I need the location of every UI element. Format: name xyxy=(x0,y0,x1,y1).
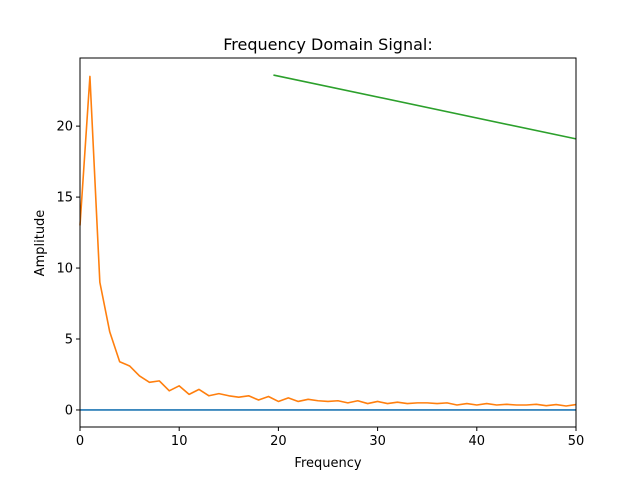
x-tick-label: 40 xyxy=(469,434,486,449)
y-tick-label: 5 xyxy=(65,333,73,348)
y-tick-label: 0 xyxy=(65,403,73,418)
x-axis-label: Frequency xyxy=(294,456,361,471)
chart-title: Frequency Domain Signal: xyxy=(223,35,432,54)
y-axis-label: Amplitude xyxy=(33,210,48,277)
x-tick-label: 0 xyxy=(76,434,84,449)
y-tick-label: 15 xyxy=(56,191,73,206)
y-tick-label: 10 xyxy=(56,262,73,277)
x-tick-label: 30 xyxy=(369,434,386,449)
x-tick-label: 10 xyxy=(171,434,188,449)
series-layer xyxy=(79,74,577,411)
x-tick-label: 50 xyxy=(568,434,585,449)
y-tick-label: 20 xyxy=(56,120,73,135)
plot-frame xyxy=(79,57,577,428)
series-line-2 xyxy=(79,75,577,407)
series-line-3 xyxy=(273,74,577,140)
ticks-layer: 0 10 20 30 40 50 0 5 10 15 20 xyxy=(56,120,584,449)
x-tick-label: 20 xyxy=(270,434,287,449)
